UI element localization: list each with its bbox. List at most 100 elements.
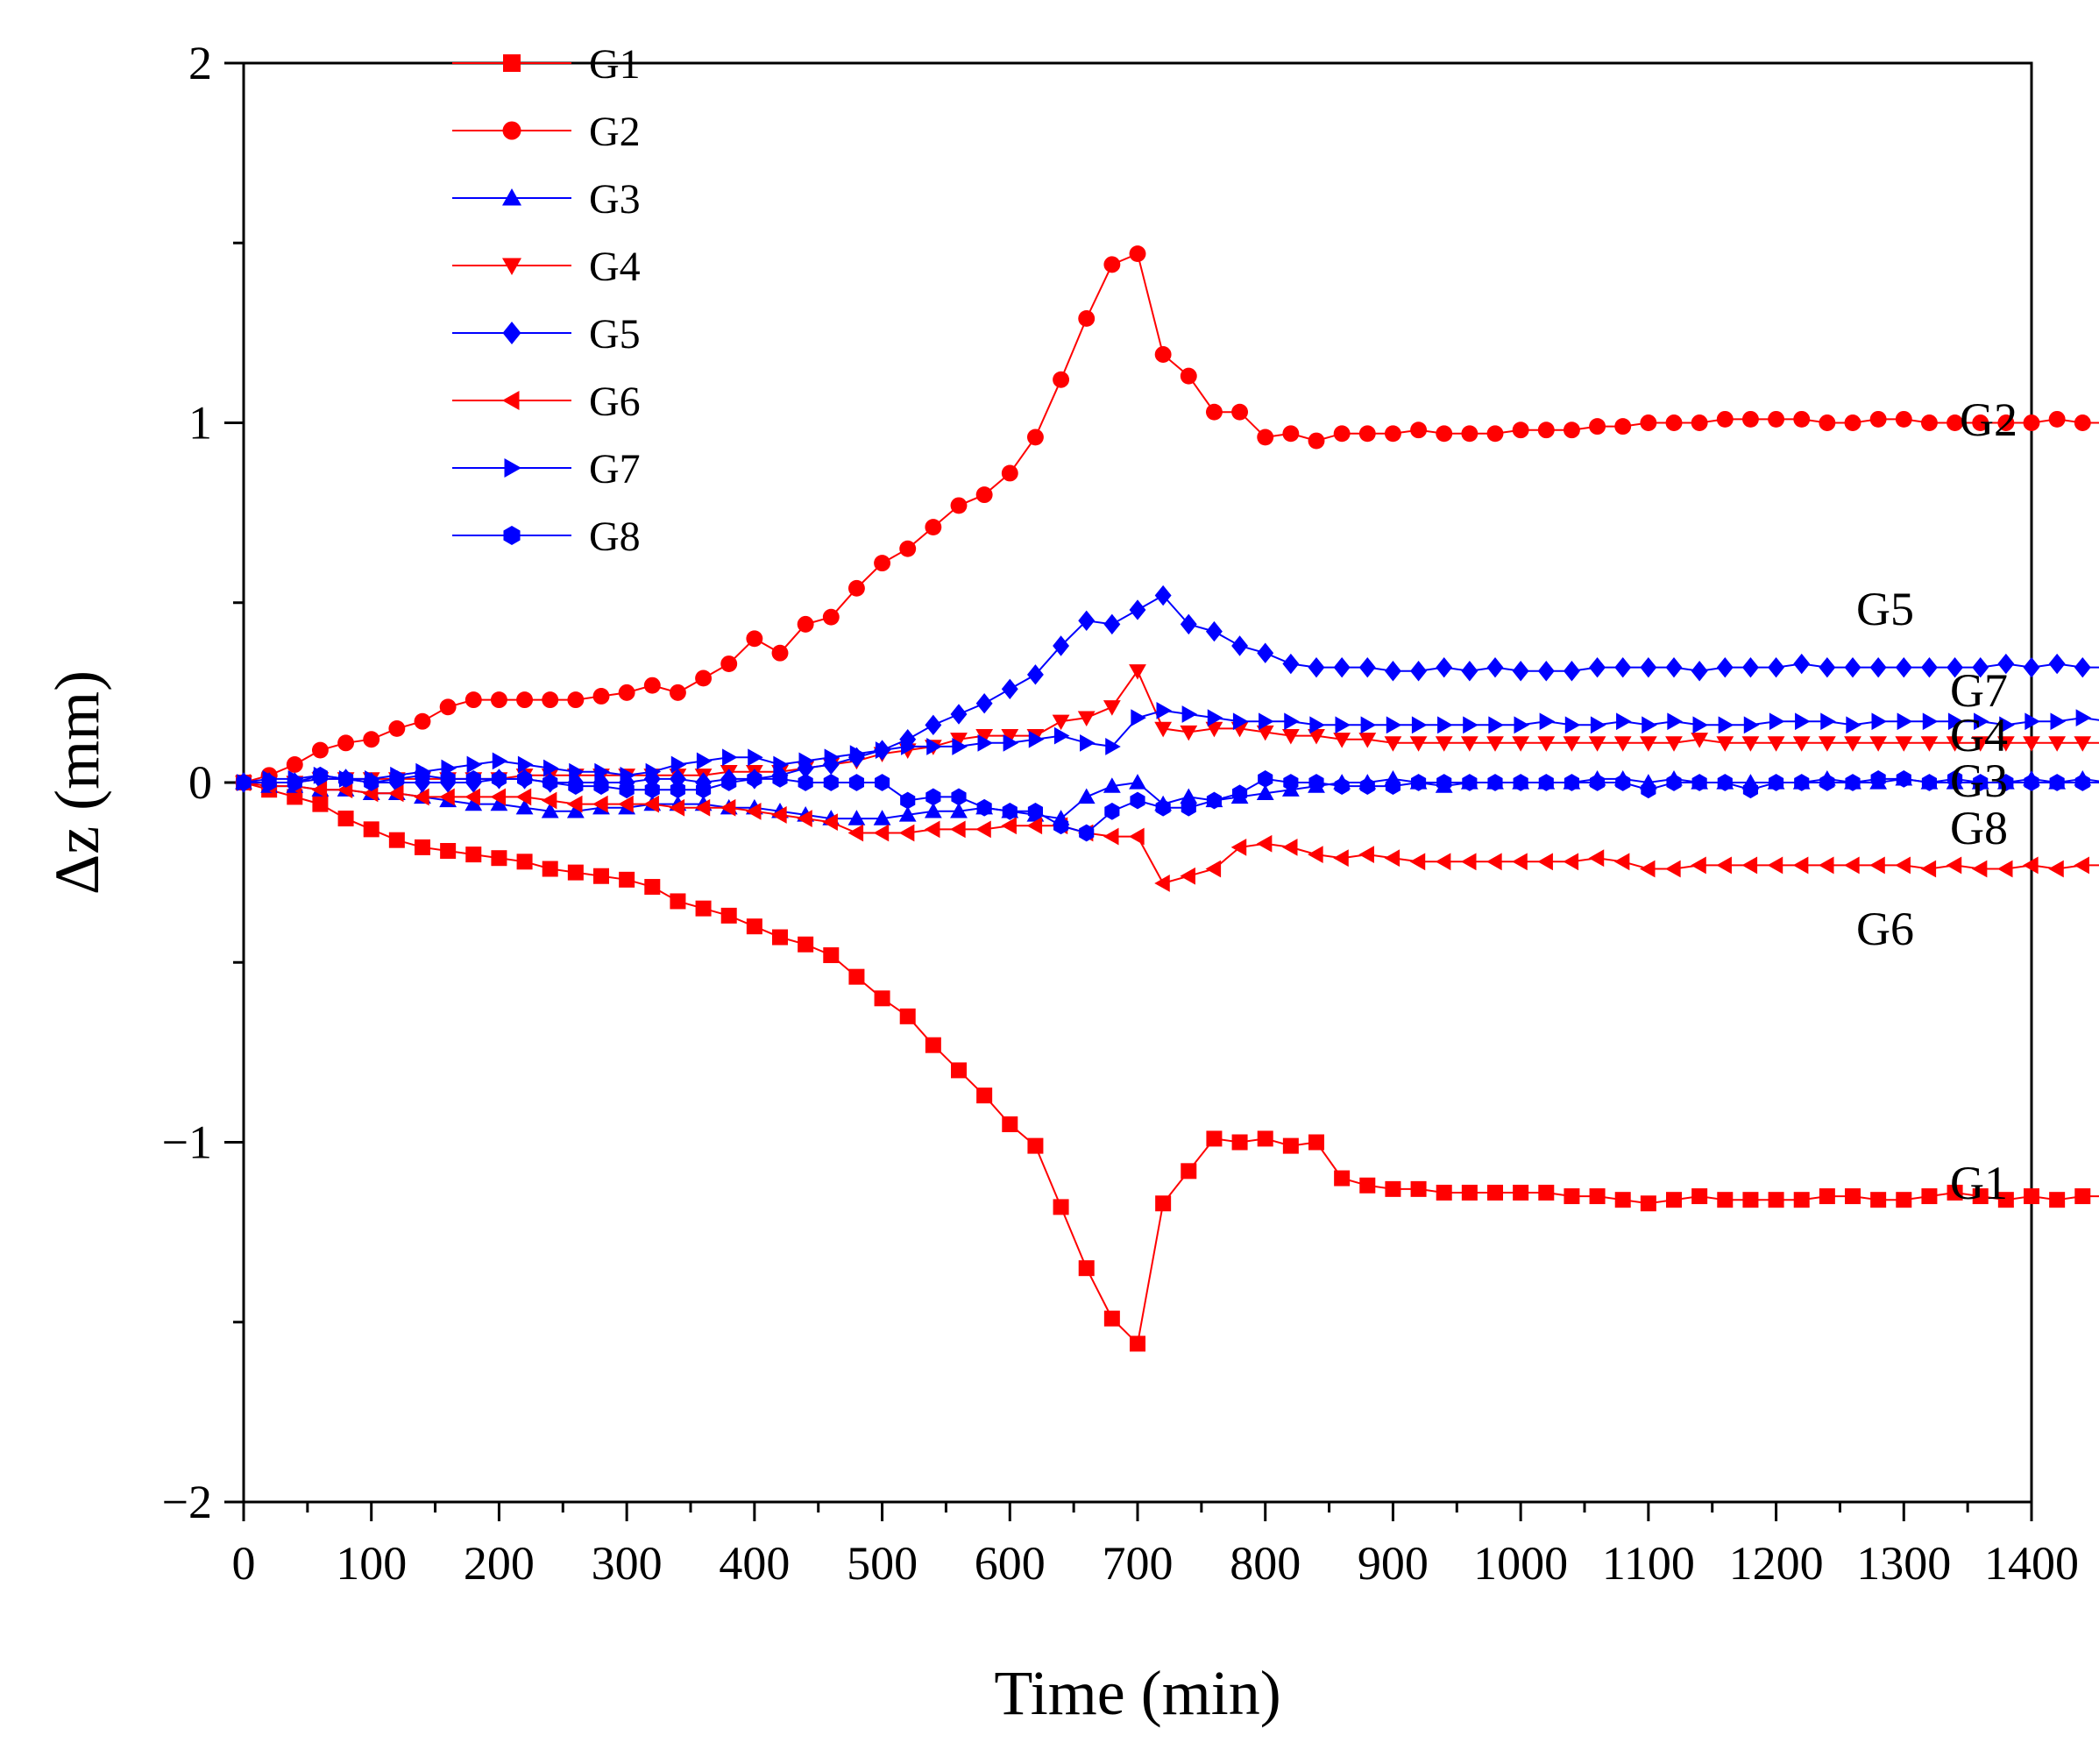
end-label-g7: G7 [1950, 664, 2008, 717]
data-point-g5 [1257, 642, 1274, 663]
data-point-g2 [567, 691, 585, 709]
data-point-g1 [1487, 1184, 1503, 1201]
data-point-g3 [1077, 788, 1096, 804]
data-point-g6 [2074, 856, 2089, 875]
data-point-g8 [747, 769, 762, 788]
data-point-g7 [1692, 716, 1709, 734]
data-point-g7 [1539, 712, 1556, 731]
data-point-g5 [2074, 656, 2091, 678]
data-point-g1 [823, 947, 840, 964]
data-point-g8 [772, 769, 788, 788]
data-point-g7 [1463, 716, 1479, 734]
data-point-g1 [1997, 1192, 2014, 1208]
legend-item-g6: G6 [452, 379, 641, 425]
data-point-g2 [822, 608, 840, 626]
data-point-g4 [1741, 736, 1760, 752]
data-point-g2 [975, 486, 993, 504]
data-point-g8 [644, 781, 660, 799]
data-point-g7 [1003, 733, 1019, 752]
data-point-g6 [950, 820, 966, 839]
data-point-g1 [1513, 1184, 1529, 1201]
legend-label: G5 [589, 311, 641, 358]
data-point-g8 [1462, 774, 1478, 791]
data-point-g1 [1410, 1180, 1427, 1197]
data-point-g5 [1589, 656, 1606, 678]
data-point-g5 [1358, 656, 1376, 678]
data-point-g6 [618, 795, 634, 813]
legend-marker [502, 121, 521, 140]
data-point-g2 [1691, 414, 1708, 431]
end-label-g3: G3 [1950, 754, 2008, 807]
x-tick-label: 0 [232, 1537, 256, 1590]
legend-label: G4 [589, 244, 641, 290]
data-point-g2 [2023, 414, 2040, 431]
data-point-g1 [1819, 1188, 1835, 1205]
data-point-g4 [1308, 728, 1325, 745]
data-point-g8 [1079, 824, 1095, 842]
data-point-g6 [1920, 860, 1937, 878]
data-point-g5 [1665, 656, 1683, 678]
data-point-g6 [490, 788, 507, 806]
data-point-g4 [950, 733, 968, 748]
data-point-g6 [387, 784, 404, 803]
data-point-g7 [1667, 712, 1683, 731]
data-point-g2 [669, 684, 686, 701]
data-point-g1 [1717, 1192, 1734, 1208]
data-point-g3 [1129, 774, 1146, 790]
data-point-g2 [1180, 367, 1197, 385]
data-point-g5 [1384, 661, 1401, 682]
data-point-g1 [1870, 1192, 1887, 1208]
data-point-g2 [439, 698, 457, 716]
data-point-g7 [1284, 712, 1300, 731]
data-point-g7 [1156, 702, 1173, 719]
data-point-g7 [466, 755, 483, 774]
x-axis-title: Time (min) [994, 1658, 1280, 1728]
data-point-g1 [567, 864, 584, 881]
series-g8 [236, 766, 2099, 842]
data-point-g6 [694, 798, 711, 817]
end-label-g5: G5 [1856, 583, 1914, 635]
data-point-g2 [925, 519, 942, 535]
data-point-g1 [1793, 1192, 1810, 1208]
data-point-g2 [1869, 410, 1887, 428]
data-point-g7 [2050, 712, 2067, 731]
data-point-g8 [1385, 777, 1401, 796]
end-label-g1: G1 [1950, 1157, 2008, 1209]
data-point-g8 [1615, 774, 1631, 791]
data-point-g5 [1869, 656, 1887, 678]
data-point-g6 [1308, 846, 1323, 863]
data-point-g6 [822, 813, 838, 832]
data-point-g4 [1180, 725, 1198, 741]
data-point-g5 [1844, 656, 1861, 678]
data-point-g2 [1358, 425, 1376, 443]
x-tick-label: 400 [719, 1537, 790, 1590]
data-point-g8 [1334, 777, 1350, 796]
data-point-g6 [1946, 856, 1962, 875]
data-point-g2 [1436, 425, 1453, 443]
data-point-g6 [1895, 856, 1911, 875]
series-layer [235, 245, 2099, 1352]
data-point-g8 [1538, 774, 1554, 791]
data-point-g6 [1486, 853, 1502, 871]
data-point-g6 [566, 795, 583, 813]
data-point-g7 [1181, 705, 1198, 723]
x-tick-label: 1100 [1602, 1537, 1695, 1590]
data-point-g4 [1895, 736, 1913, 752]
data-point-g3 [1256, 784, 1274, 800]
data-point-g1 [1130, 1335, 1145, 1352]
data-point-g7 [1488, 716, 1504, 734]
data-point-g5 [1972, 656, 1989, 678]
data-point-g5 [950, 704, 968, 725]
data-point-g7 [1974, 712, 1989, 731]
data-point-g5 [1001, 678, 1018, 699]
data-point-g8 [2049, 774, 2065, 791]
data-point-g2 [1614, 418, 1632, 436]
data-point-g2 [1308, 432, 1325, 450]
data-point-g5 [1819, 656, 1836, 678]
x-tick-label: 1300 [1856, 1537, 1951, 1590]
data-point-g5 [1103, 613, 1121, 635]
data-point-g2 [1026, 429, 1044, 446]
data-point-g1 [1921, 1188, 1938, 1205]
x-tick-label: 100 [336, 1537, 407, 1590]
data-point-g8 [848, 774, 865, 791]
